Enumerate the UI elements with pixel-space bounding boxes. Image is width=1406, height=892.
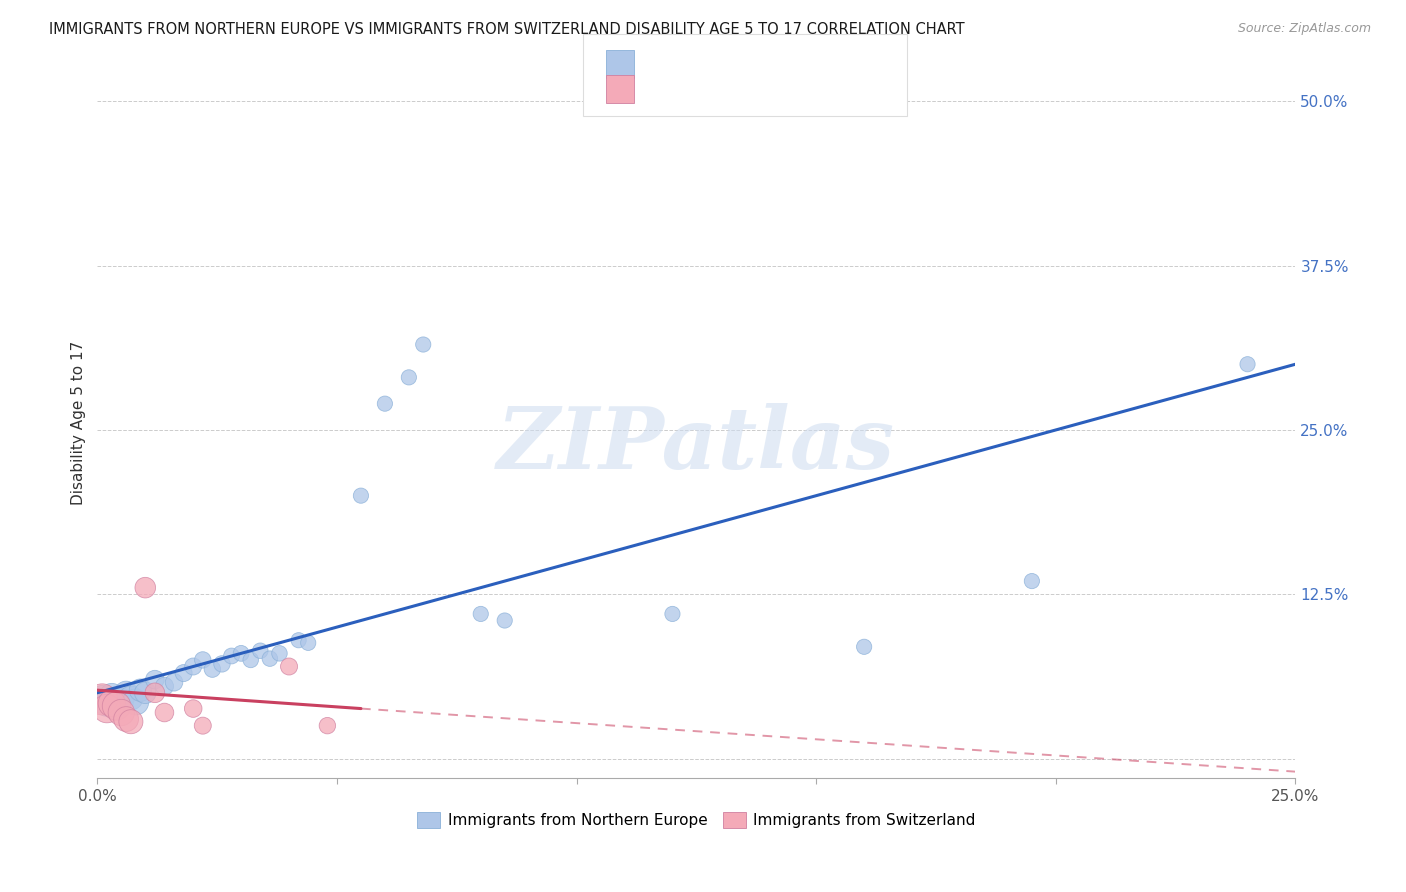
Point [100,696,122,710]
Point [269,646,291,660]
Point [105,698,128,713]
Point [115,686,138,700]
Point [374,397,396,411]
Point [412,337,434,351]
Text: Source: ZipAtlas.com: Source: ZipAtlas.com [1237,22,1371,36]
Point [221,648,243,663]
Point [153,706,176,720]
Point [316,719,339,733]
Point [853,640,876,654]
Point [181,659,204,673]
Text: ZIPatlas: ZIPatlas [498,403,896,486]
Point [143,686,166,700]
Point [398,370,420,384]
Point [129,683,152,698]
Point [249,644,271,658]
Point [1021,574,1043,588]
Text: IMMIGRANTS FROM NORTHERN EUROPE VS IMMIGRANTS FROM SWITZERLAND DISABILITY AGE 5 : IMMIGRANTS FROM NORTHERN EUROPE VS IMMIG… [49,22,965,37]
Text: R = -0.139   N = 14: R = -0.139 N = 14 [644,74,794,89]
Point [661,607,683,621]
Legend: Immigrants from Northern Europe, Immigrants from Switzerland: Immigrants from Northern Europe, Immigra… [411,806,981,834]
Point [96,696,118,710]
Text: R =  0.482   N = 36: R = 0.482 N = 36 [644,49,793,64]
Point [494,614,516,628]
Point [91,692,114,706]
Point [115,712,138,726]
Point [1236,357,1258,371]
Point [110,694,132,708]
Point [470,607,492,621]
Point [191,719,214,733]
Point [96,701,118,715]
Point [239,653,262,667]
Point [125,695,148,709]
Point [259,651,281,665]
Point [163,675,186,690]
Point [173,666,195,681]
Y-axis label: Disability Age 5 to 17: Disability Age 5 to 17 [72,342,86,506]
Point [297,636,319,650]
Point [134,686,156,700]
Point [100,689,122,703]
Point [153,679,176,693]
Point [211,657,233,671]
Point [110,706,132,720]
Point [191,653,214,667]
Point [143,673,166,687]
Point [201,662,224,676]
Point [181,701,204,715]
Point [350,489,373,503]
Point [278,659,301,673]
Point [134,581,156,595]
Point [229,646,252,660]
Point [120,691,142,706]
Point [105,698,128,713]
Point [120,714,142,729]
Point [91,692,114,706]
Point [287,633,309,648]
